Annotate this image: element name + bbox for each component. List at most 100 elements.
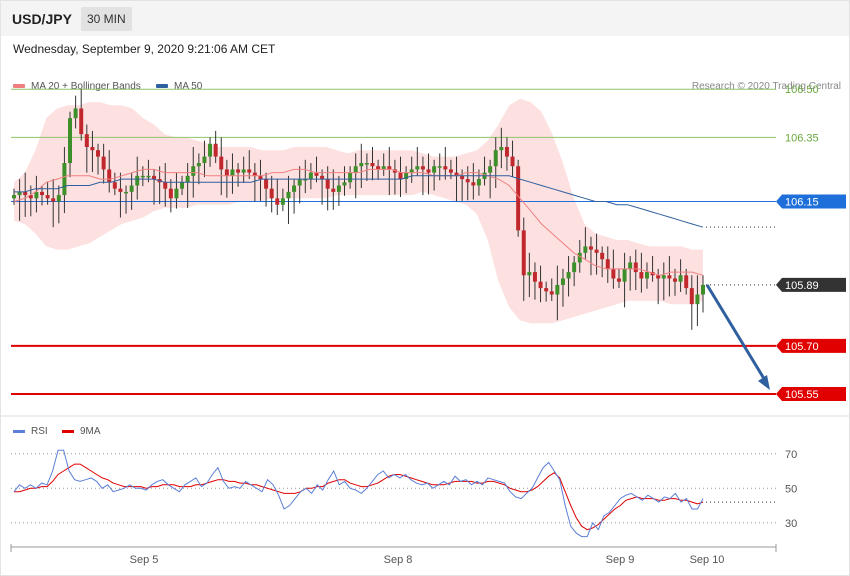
level-label: 106.15 <box>785 197 819 209</box>
candle <box>308 172 313 180</box>
candle <box>583 246 588 253</box>
ma9-line <box>14 463 704 531</box>
candle <box>342 182 347 186</box>
candle <box>258 175 263 180</box>
candle <box>118 188 123 192</box>
candle <box>398 172 403 180</box>
symbol-title: USD/JPY <box>12 11 72 27</box>
candle <box>594 249 599 253</box>
candle <box>364 163 369 165</box>
candle <box>252 172 257 176</box>
candle <box>230 169 235 176</box>
ma9-swatch <box>62 429 74 433</box>
rsi-swatch <box>13 429 25 433</box>
timestamp: Wednesday, September 9, 2020 9:21:06 AM … <box>13 42 276 56</box>
candle <box>678 275 683 282</box>
rsi-tick-label: 70 <box>785 449 797 461</box>
level-tag <box>776 194 846 209</box>
candle <box>101 156 106 170</box>
candle <box>426 169 431 173</box>
candle <box>504 146 509 157</box>
candle <box>224 169 229 176</box>
candle <box>499 146 504 151</box>
candle <box>325 179 330 189</box>
rsi-tick-label: 50 <box>785 483 797 495</box>
candle <box>168 188 173 199</box>
candle <box>297 179 302 186</box>
x-tick-label: Sep 5 <box>130 554 159 566</box>
x-tick-label: Sep 9 <box>606 554 635 566</box>
chart-header: USD/JPY 30 MIN <box>1 1 849 36</box>
candle <box>146 175 151 178</box>
candle <box>611 268 616 279</box>
candle <box>73 108 78 119</box>
ma50-line <box>14 175 704 228</box>
candle <box>471 182 476 186</box>
candle <box>415 166 420 170</box>
candle <box>454 172 459 176</box>
candle <box>51 198 56 202</box>
candle <box>549 291 554 295</box>
candle <box>17 191 22 196</box>
candle <box>56 195 61 202</box>
level-tag <box>776 277 846 292</box>
projection-arrow <box>705 284 768 383</box>
candle <box>107 169 112 183</box>
candle <box>280 198 285 205</box>
candle <box>40 191 45 196</box>
candle <box>140 175 145 178</box>
candle <box>650 272 655 276</box>
candle <box>331 188 336 192</box>
candle <box>96 150 101 157</box>
candle <box>644 272 649 279</box>
candle <box>185 175 190 183</box>
candle <box>219 156 224 170</box>
ma50-swatch <box>156 84 168 89</box>
candle <box>292 185 297 192</box>
candle <box>163 182 168 189</box>
candle <box>196 163 201 167</box>
candle <box>314 172 319 176</box>
candle <box>443 166 448 170</box>
candle <box>616 278 621 282</box>
candle <box>269 188 274 199</box>
candle <box>359 163 364 167</box>
candle <box>180 182 185 189</box>
candle <box>605 259 610 269</box>
candle <box>420 166 425 170</box>
candle <box>538 281 543 289</box>
candle <box>28 195 33 199</box>
rsi-line <box>13 449 704 538</box>
candle <box>437 166 442 168</box>
candle <box>12 195 16 199</box>
candle <box>348 172 353 183</box>
x-tick-label: Sep 10 <box>690 554 725 566</box>
candle <box>633 262 638 273</box>
candle <box>684 275 689 289</box>
candle <box>124 191 129 194</box>
level-tag <box>776 338 846 353</box>
candle <box>387 166 392 170</box>
level-label: 105.89 <box>785 280 819 292</box>
candle <box>79 108 84 135</box>
candle <box>247 169 252 173</box>
candle <box>174 188 179 199</box>
candle <box>241 169 246 173</box>
candle <box>701 284 705 295</box>
level-tag <box>776 386 846 401</box>
legend-ma20-label: MA 20 + Bollinger Bands <box>31 81 141 92</box>
candle <box>409 169 414 173</box>
timeframe-button[interactable]: 30 MIN <box>81 7 132 31</box>
candle <box>521 230 526 276</box>
candle <box>213 143 218 157</box>
legend-9ma: 9MA <box>62 426 101 437</box>
candle <box>202 156 207 164</box>
candle <box>275 198 280 205</box>
candle <box>376 166 381 170</box>
candle <box>695 294 700 305</box>
bollinger-band <box>14 98 703 324</box>
level-label: 105.55 <box>785 389 819 401</box>
candle <box>336 185 341 192</box>
candle <box>460 175 465 180</box>
